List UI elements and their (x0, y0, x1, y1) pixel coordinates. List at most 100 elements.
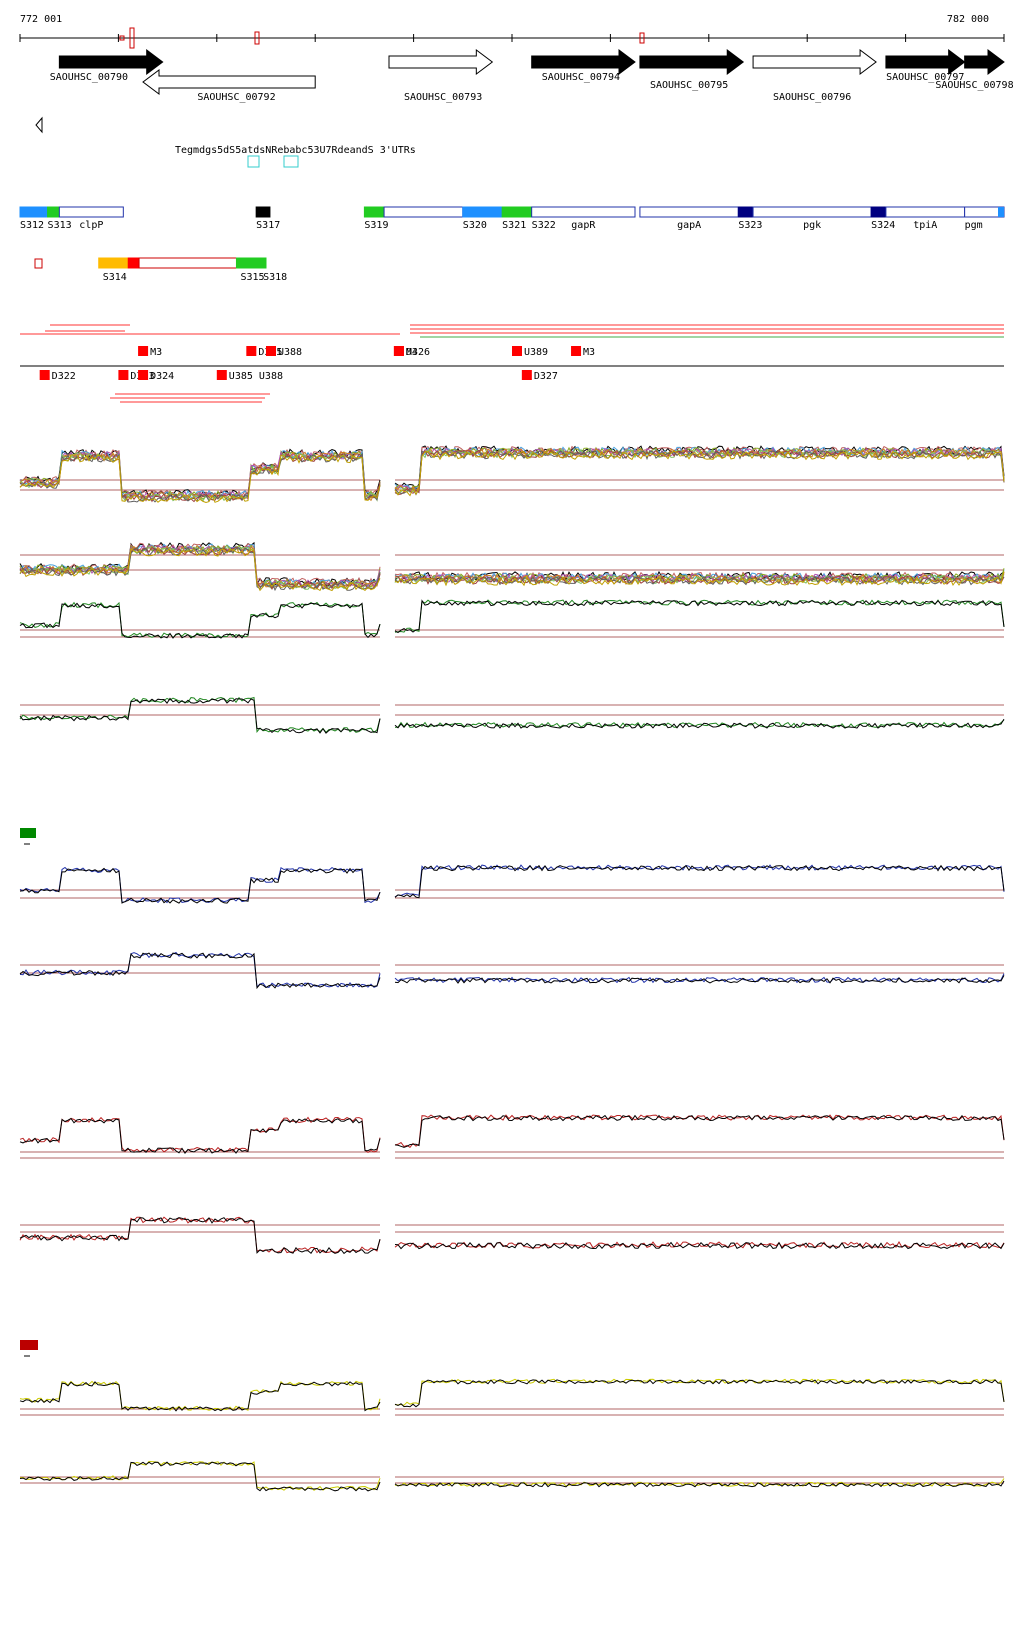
gene-arrow (639, 49, 745, 75)
segment-box (501, 206, 533, 218)
segment-box (235, 257, 260, 269)
signal-line (19, 952, 381, 990)
signal-line (394, 571, 1005, 585)
signal-line (394, 1114, 1005, 1148)
gene-label: SAOUHSC_00794 (542, 72, 620, 83)
feature-label: D324 (150, 371, 174, 382)
signal-line (19, 546, 381, 591)
gene-arrow (752, 49, 877, 75)
multi-signal-panel-2 (19, 541, 1005, 592)
coord-start-label: 772 001 (20, 14, 62, 25)
signal-line (19, 1117, 381, 1154)
legend-swatch-red (20, 1340, 38, 1350)
feature-marker (118, 370, 129, 380)
axis-marker (254, 31, 260, 45)
feature-label: D326 (406, 347, 430, 358)
signal-line (394, 864, 1005, 899)
segment-label: S318 (263, 272, 287, 283)
segment-marker (34, 258, 43, 269)
feature-label: D322 (52, 371, 76, 382)
feature-label: M4 (406, 347, 418, 358)
annot-box (283, 155, 299, 168)
signal-line (394, 449, 1005, 496)
segment-label: S323 (738, 220, 762, 231)
gene-label: SAOUHSC_00792 (197, 92, 275, 103)
feature-track: D322D323D324D325D326D327U385 U388U388U38… (20, 324, 1004, 403)
segment-label: pgm (965, 220, 983, 231)
segment-label: tpiA (913, 220, 937, 231)
legend (20, 828, 38, 1357)
signal-line (19, 1380, 381, 1411)
segment-label: S312 (20, 220, 44, 231)
segment-box (737, 206, 754, 218)
segment-box (383, 206, 464, 218)
segment-box (255, 206, 271, 218)
signal-line (19, 1461, 381, 1492)
segment-box (127, 257, 140, 269)
yellow-panel-1 (19, 1378, 1005, 1416)
signal-line (394, 1241, 1005, 1250)
signal-line (394, 570, 1005, 581)
feature-marker (138, 346, 149, 356)
signal-line (19, 1216, 381, 1254)
segment-box (752, 206, 872, 218)
signal-line (394, 571, 1005, 587)
signal-line (394, 975, 1005, 984)
signal-line (19, 601, 381, 639)
blue-panel-1 (19, 864, 1005, 904)
feature-label: U388 (278, 347, 302, 358)
segment-label: S321 (502, 220, 526, 231)
signal-line (19, 547, 381, 592)
legend-swatch-green (20, 828, 36, 838)
feature-label: D327 (534, 371, 558, 382)
signal-tracks (19, 445, 1005, 1492)
signal-line (394, 1379, 1005, 1408)
red-panel-2 (19, 1216, 1005, 1255)
segment-box (98, 257, 129, 269)
signal-line (19, 602, 381, 639)
coordinate-axis: 772 001 782 000 (19, 14, 1005, 49)
feature-marker (393, 346, 404, 356)
feature-label: U389 (524, 347, 548, 358)
signal-line (19, 696, 381, 734)
signal-line (394, 1114, 1005, 1148)
yellow-panel-2 (19, 1460, 1005, 1492)
segment-box (998, 207, 1004, 217)
gene-label: SAOUHSC_00795 (650, 80, 728, 91)
gene-arrow (885, 49, 966, 75)
feature-marker (266, 346, 276, 356)
gene-track: SAOUHSC_00790 SAOUHSC_00792 SAOUHSC_00793 S… (35, 49, 1014, 134)
blue-panel-2 (19, 951, 1005, 990)
segment-label: pgk (803, 220, 821, 231)
feature-label: M3 (583, 347, 595, 358)
segment-label: S319 (364, 220, 388, 231)
gene-label: SAOUHSC_00790 (50, 72, 128, 83)
gene-arrow (388, 49, 494, 75)
feature-label: M3 (150, 347, 162, 358)
small-triangle-icon (35, 116, 43, 134)
segment-box (363, 206, 385, 218)
feature-marker (39, 370, 50, 380)
annotation-text: Tegmdgs5dS5atdsNRebabc53U7RdeandS 3'UTRs (175, 145, 416, 156)
segment-label: gapR (571, 220, 596, 231)
coord-end-label: 782 000 (947, 14, 989, 25)
feature-marker (512, 346, 522, 356)
segment-label: S315 (240, 272, 264, 283)
green-panel-1 (19, 599, 1005, 639)
segment-label: S313 (48, 220, 72, 231)
signal-line (394, 445, 1005, 490)
segment-box (531, 206, 636, 218)
segment-label: S324 (871, 220, 895, 231)
signal-line (394, 450, 1005, 497)
segment-track-1: S312 S313 clpP S317 S319 S320 S321 S322 gapR gapA… (19, 206, 1005, 231)
segment-box (138, 257, 237, 269)
feature-label: U385 U388 (229, 371, 283, 382)
signal-line (19, 1217, 381, 1255)
gene-arrow (531, 49, 636, 75)
signal-line (394, 718, 1005, 729)
signal-line (394, 446, 1005, 490)
segment-label: gapA (677, 220, 701, 231)
axis-marker (119, 35, 125, 41)
